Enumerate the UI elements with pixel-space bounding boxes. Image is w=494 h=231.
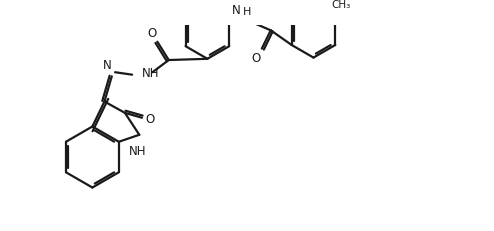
Text: O: O	[147, 27, 156, 40]
Text: H: H	[243, 7, 251, 17]
Text: O: O	[145, 113, 155, 126]
Text: N: N	[103, 58, 111, 71]
Text: NH: NH	[128, 144, 146, 157]
Text: CH₃: CH₃	[331, 0, 351, 10]
Text: O: O	[251, 52, 261, 65]
Text: N: N	[232, 4, 241, 17]
Text: NH: NH	[142, 67, 160, 79]
